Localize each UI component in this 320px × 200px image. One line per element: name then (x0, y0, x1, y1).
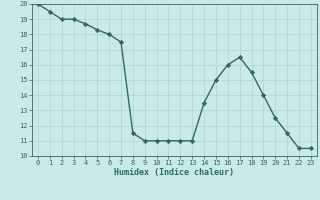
X-axis label: Humidex (Indice chaleur): Humidex (Indice chaleur) (115, 168, 234, 177)
